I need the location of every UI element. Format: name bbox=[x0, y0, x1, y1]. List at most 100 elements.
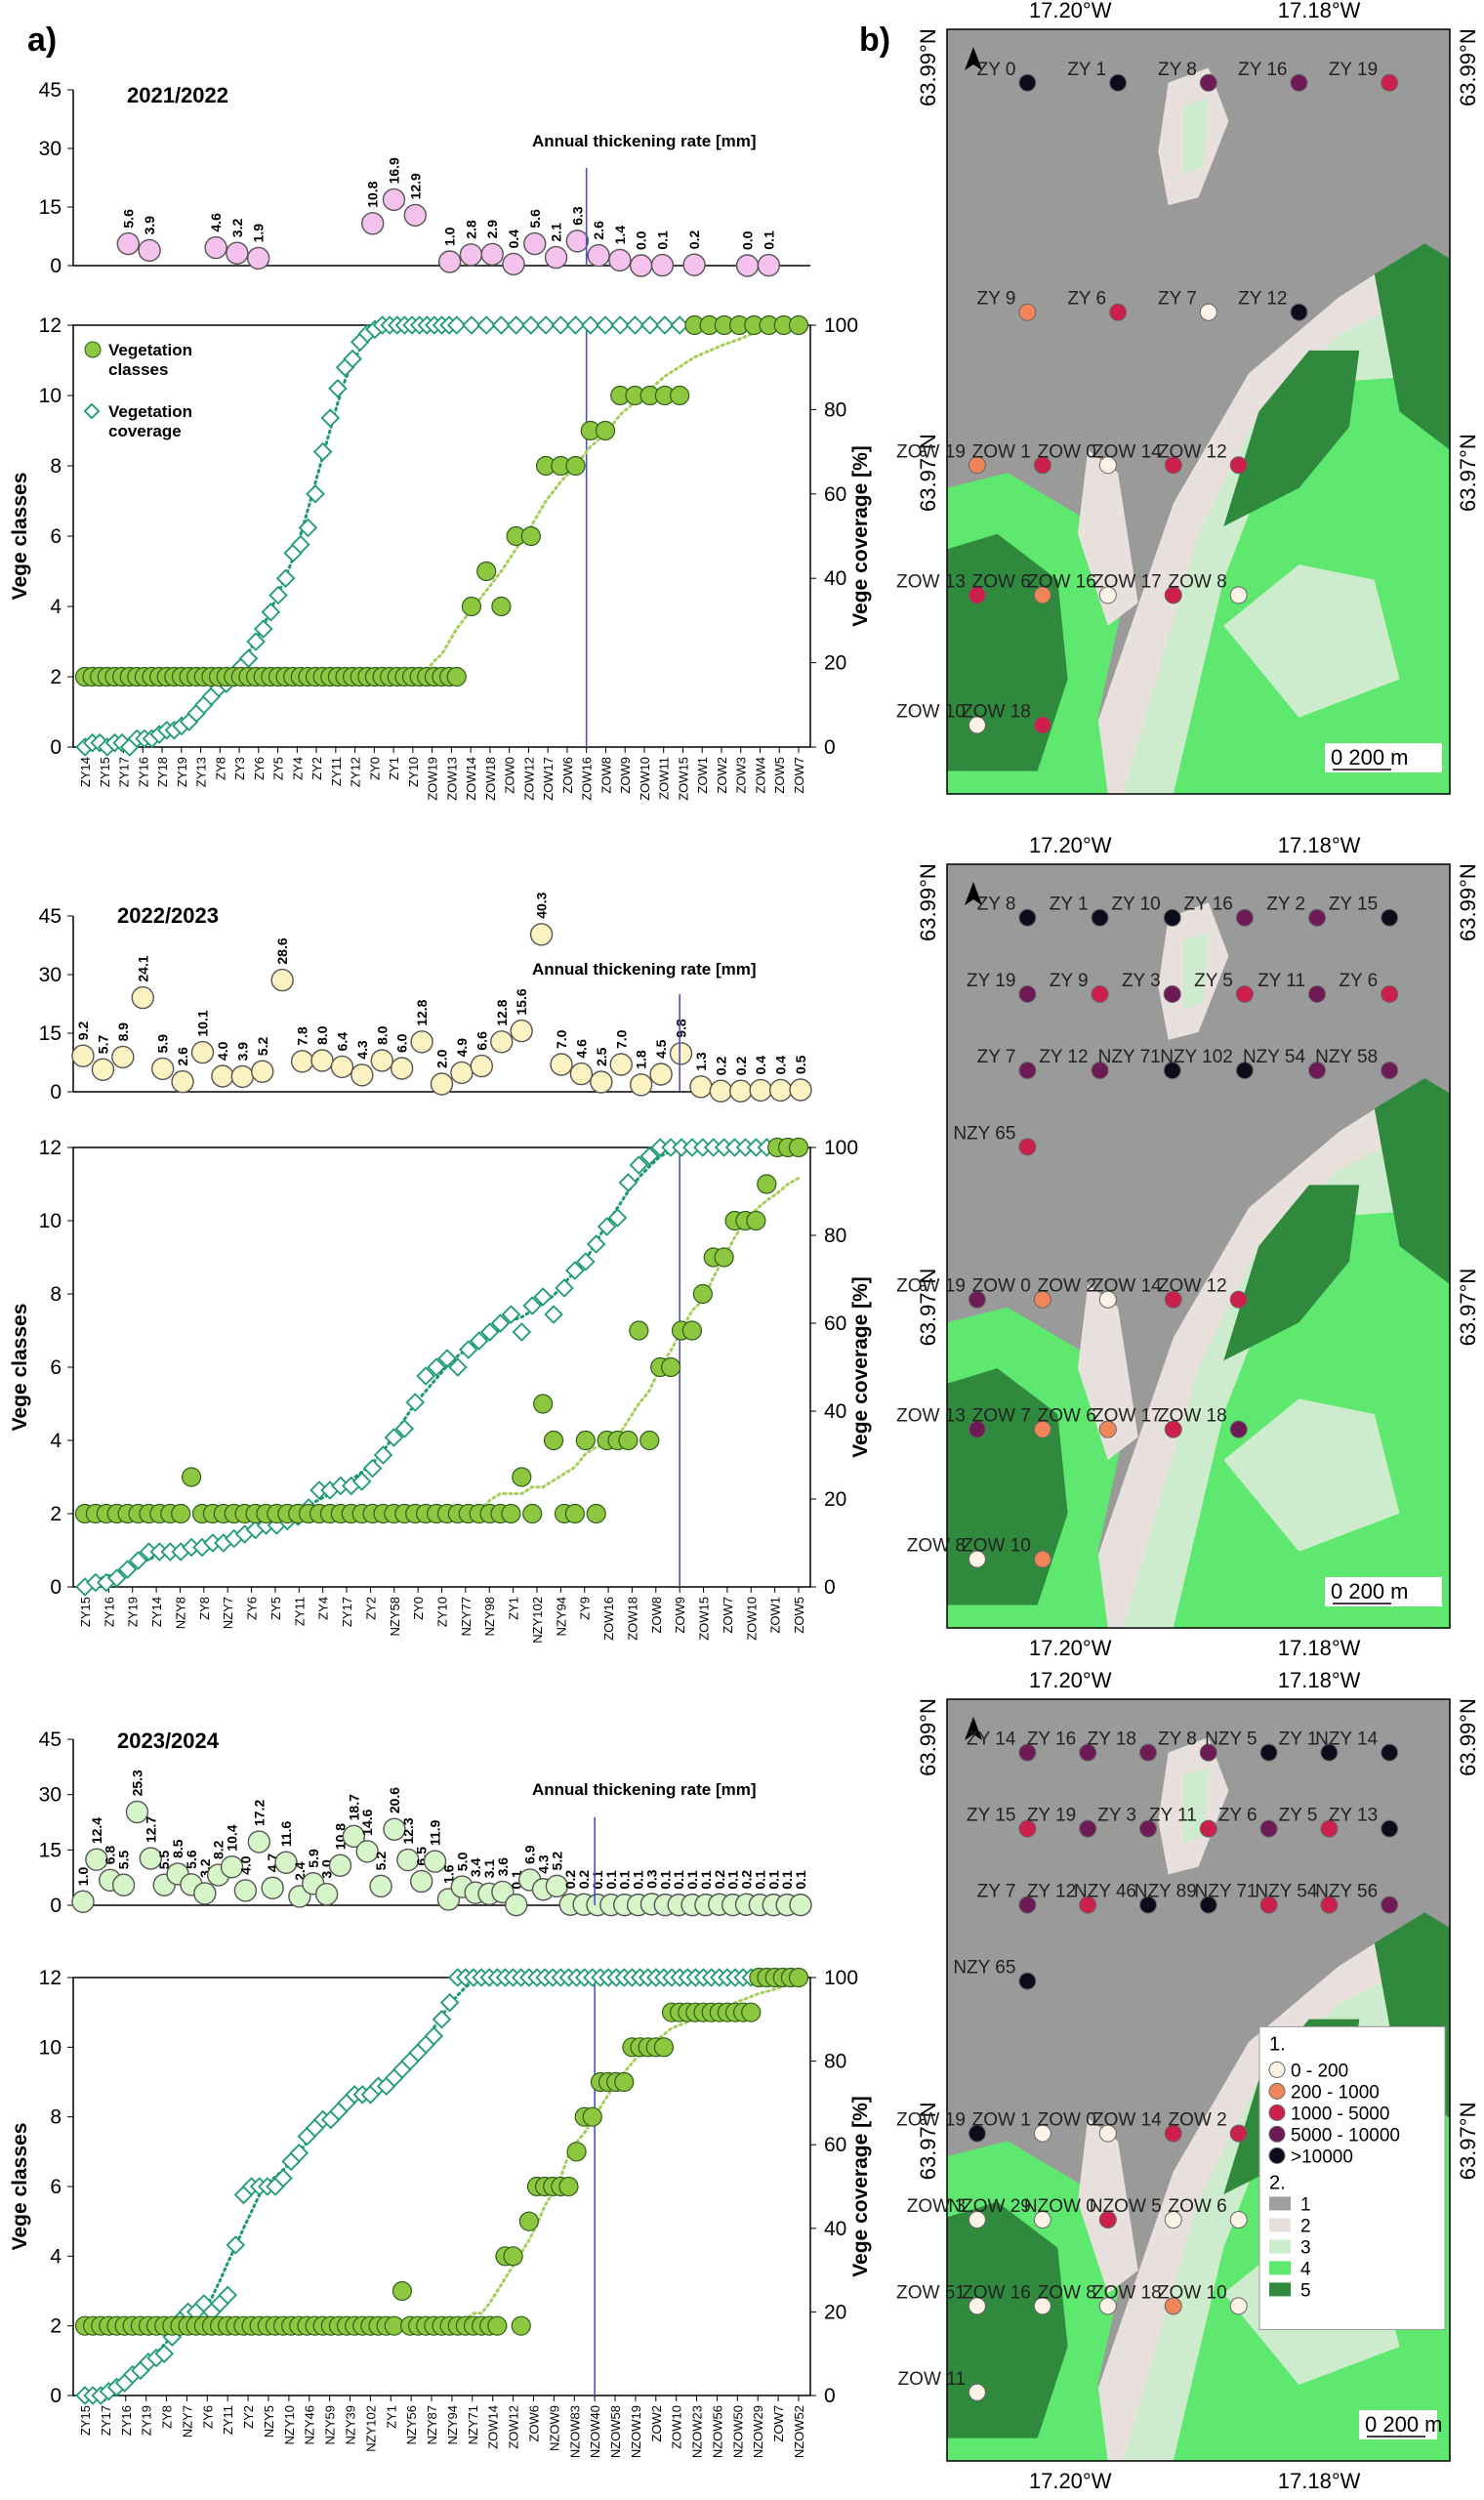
legend-coverage-label2: coverage bbox=[108, 422, 182, 440]
rate-point bbox=[650, 253, 675, 277]
site-label: ZY 1 bbox=[1279, 1729, 1318, 1750]
classes-tick-label: 8 bbox=[50, 1283, 62, 1306]
rate-data-label: 9.8 bbox=[674, 1019, 689, 1038]
rate-data-label: 2.1 bbox=[549, 223, 564, 242]
category-label: ZOW16 bbox=[601, 1597, 616, 1641]
class-point bbox=[681, 1320, 702, 1341]
site-label: ZY 7 bbox=[1158, 289, 1197, 310]
rate-point bbox=[131, 985, 154, 1010]
site-label: ZY 19 bbox=[1027, 1806, 1076, 1826]
site-marker bbox=[1381, 73, 1399, 92]
scale-bg bbox=[1359, 2410, 1437, 2439]
site-label: ZY 19 bbox=[1329, 60, 1378, 80]
rate-point bbox=[226, 241, 249, 265]
rate-data-label: 5.5 bbox=[156, 1851, 172, 1870]
coverage-point bbox=[586, 1234, 606, 1254]
rate-data-label: 12.8 bbox=[414, 999, 430, 1025]
chart-2: 2023/2024 0 15 30 45 Annual thickening rate [… bbox=[9, 1729, 872, 2458]
site-label: ZY 18 bbox=[1088, 1729, 1136, 1750]
map-dense-patch bbox=[1223, 350, 1360, 526]
site-label: ZY 11 bbox=[1257, 971, 1305, 991]
rate-data-label: 9.2 bbox=[75, 1021, 91, 1041]
category-label: ZY6 bbox=[200, 2405, 215, 2429]
classes-tick-label: 12 bbox=[39, 1967, 62, 1989]
lat-label-right: 63.99°N bbox=[1456, 1698, 1480, 1776]
class-point bbox=[788, 1137, 809, 1158]
site-marker bbox=[1381, 1896, 1399, 1914]
coverage-point bbox=[625, 315, 645, 335]
site-label: ZOW 1 bbox=[972, 2110, 1031, 2131]
site-marker bbox=[1320, 1896, 1339, 1914]
category-label: NZOW40 bbox=[588, 2405, 602, 2458]
rate-point bbox=[649, 1062, 673, 1086]
rate-data-label: 2.0 bbox=[434, 1049, 450, 1068]
rate-data-label: 4.9 bbox=[454, 1038, 470, 1058]
rate-point bbox=[111, 1045, 135, 1069]
rate-point bbox=[330, 1055, 354, 1079]
legend-coverage-marker bbox=[83, 402, 101, 420]
rate-data-label: 5.9 bbox=[155, 1034, 171, 1054]
panel-label-a: a) bbox=[27, 21, 57, 59]
coverage-point bbox=[746, 1138, 766, 1157]
rate-point bbox=[274, 1851, 298, 1874]
site-label: ZY 2 bbox=[1266, 895, 1305, 915]
site-label: NZOW 29 bbox=[948, 2196, 1030, 2217]
category-label: NZY77 bbox=[459, 1597, 474, 1636]
site-marker bbox=[1235, 1062, 1254, 1080]
coverage-point bbox=[416, 1366, 435, 1386]
legend-label: 0 - 200 bbox=[1291, 2061, 1348, 2081]
scale-label: 0 200 m bbox=[1365, 2412, 1443, 2437]
category-label: ZOW14 bbox=[464, 757, 478, 801]
rate-data-label: 20.6 bbox=[387, 1787, 402, 1813]
site-marker bbox=[968, 1420, 986, 1438]
coverage-tick-label: 60 bbox=[824, 2134, 846, 2156]
rate-y-tick-label: 45 bbox=[39, 905, 62, 928]
rate-point bbox=[629, 254, 653, 277]
site-marker bbox=[1229, 586, 1248, 604]
site-label: ZOW 6 bbox=[1169, 2196, 1227, 2217]
site-marker bbox=[1018, 73, 1037, 92]
category-label: ZOW10 bbox=[744, 1597, 759, 1641]
site-label: ZY 6 bbox=[1067, 289, 1106, 310]
rate-data-label: 0.2 bbox=[562, 1870, 578, 1890]
site-label: NZY 65 bbox=[953, 1123, 1015, 1144]
coverage-tick-label: 100 bbox=[824, 314, 858, 337]
coverage-point bbox=[437, 1349, 457, 1368]
category-label: ZOW2 bbox=[715, 757, 729, 794]
coverage-point bbox=[501, 1305, 521, 1324]
map-0: 17.20°W 17.18°W 63.99°N 63.97°N 63.99°N 63.97… bbox=[896, 0, 1480, 795]
coverage-tick-label: 100 bbox=[824, 1137, 858, 1159]
coverage-point bbox=[682, 1138, 702, 1157]
class-point bbox=[171, 1503, 191, 1524]
class-point bbox=[746, 1210, 766, 1231]
coverage-point bbox=[427, 1357, 446, 1377]
rate-data-label: 2.5 bbox=[594, 1047, 609, 1066]
rate-point bbox=[729, 1079, 753, 1103]
coverage-point bbox=[320, 408, 341, 428]
class-point bbox=[788, 314, 809, 336]
rate-data-label: 40.3 bbox=[534, 892, 550, 918]
site-label: ZY 9 bbox=[1050, 971, 1089, 991]
coverage-point bbox=[238, 648, 259, 669]
coverage-point bbox=[536, 315, 556, 335]
site-marker bbox=[1259, 1819, 1278, 1838]
rate-point bbox=[609, 1053, 633, 1076]
rate-data-label: 1.4 bbox=[612, 226, 628, 245]
rate-data-label: 0.1 bbox=[671, 1870, 686, 1890]
site-marker bbox=[1199, 303, 1217, 321]
site-label: ZOW 14 bbox=[1092, 441, 1162, 462]
coverage-point bbox=[289, 2144, 309, 2163]
rate-data-label: 0.1 bbox=[779, 1870, 795, 1890]
site-marker bbox=[1320, 1819, 1339, 1838]
rate-data-label: 2.6 bbox=[175, 1047, 190, 1066]
classes-tick-label: 10 bbox=[39, 1210, 62, 1232]
site-label: ZOW 0 bbox=[1038, 441, 1096, 462]
legend-label: 1 bbox=[1300, 2194, 1311, 2215]
rate-data-label: 12.3 bbox=[400, 1817, 416, 1844]
class-point bbox=[518, 2211, 539, 2231]
rate-point bbox=[403, 203, 427, 228]
category-label: NZY10 bbox=[282, 2405, 297, 2444]
category-label: ZOW13 bbox=[444, 757, 459, 801]
coverage-point bbox=[533, 1287, 553, 1307]
